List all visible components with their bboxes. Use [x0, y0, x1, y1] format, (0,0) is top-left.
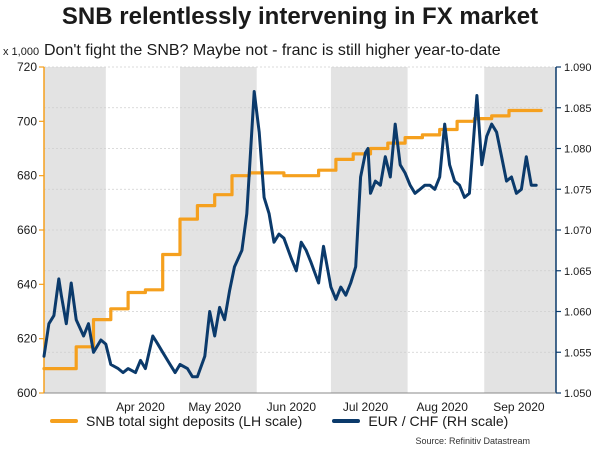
right-tick-label-2: 1.060: [564, 307, 592, 319]
x-tick-label-3: Jul 2020: [343, 400, 389, 414]
legend-label-eurchf: EUR / CHF (RH scale): [368, 413, 509, 429]
right-tick-label-1: 1.055: [564, 347, 592, 359]
left-tick-label-1: 620: [17, 332, 37, 346]
right-tick-label-6: 1.080: [564, 144, 592, 156]
chart-subtitle: Don't fight the SNB? Maybe not - franc i…: [44, 42, 501, 59]
legend-label-sight-deposits: SNB total sight deposits (LH scale): [86, 413, 303, 429]
left-tick-label-2: 640: [17, 277, 37, 291]
x-tick-label-1: May 2020: [188, 400, 241, 414]
x-axis: Apr 2020 May 2020 Jun 2020 Jul 2020 Aug 2020…: [44, 392, 556, 414]
right-tick-label-5: 1.075: [564, 184, 592, 196]
gridlines: [44, 66, 556, 394]
left-tick-label-6: 720: [17, 60, 37, 74]
right-tick-label-0: 1.050: [564, 388, 592, 400]
right-axis: 1.050 1.055 1.060 1.065 1.070 1.075 1.080 1.085…: [555, 62, 592, 400]
series-line-sight-deposits: [42, 108, 543, 371]
left-axis: 600 620 640 660 680 700 720: [17, 60, 45, 400]
chart-title: SNB relentlessly intervening in FX marke…: [61, 3, 539, 30]
legend-swatch-navy: [332, 419, 361, 423]
left-tick-label-3: 660: [17, 223, 37, 237]
left-tick-label-0: 600: [17, 386, 37, 400]
source-note: Source: Refinitiv Datastream: [415, 436, 530, 446]
right-tick-label-7: 1.085: [564, 103, 592, 115]
right-tick-label-8: 1.090: [564, 62, 592, 74]
legend-item-eurchf: EUR / CHF (RH scale): [332, 413, 508, 429]
series-layer: [42, 90, 543, 379]
left-axis-unit-label: x 1,000: [3, 46, 40, 58]
legend: SNB total sight deposits (LH scale) EUR …: [50, 413, 570, 429]
shaded-band-0: [44, 67, 106, 393]
series-line-eurchf: [42, 90, 538, 379]
x-tick-label-2: Jun 2020: [267, 400, 317, 414]
left-tick-label-4: 680: [17, 169, 37, 183]
legend-item-sight-deposits: SNB total sight deposits (LH scale): [50, 413, 302, 429]
x-tick-label-4: Aug 2020: [417, 400, 469, 414]
right-tick-label-3: 1.065: [564, 266, 592, 278]
right-tick-label-4: 1.070: [564, 225, 592, 237]
left-tick-label-5: 700: [17, 114, 37, 128]
legend-swatch-orange: [50, 419, 78, 423]
x-tick-label-0: Apr 2020: [116, 400, 165, 414]
x-tick-label-5: Sep 2020: [493, 400, 545, 414]
